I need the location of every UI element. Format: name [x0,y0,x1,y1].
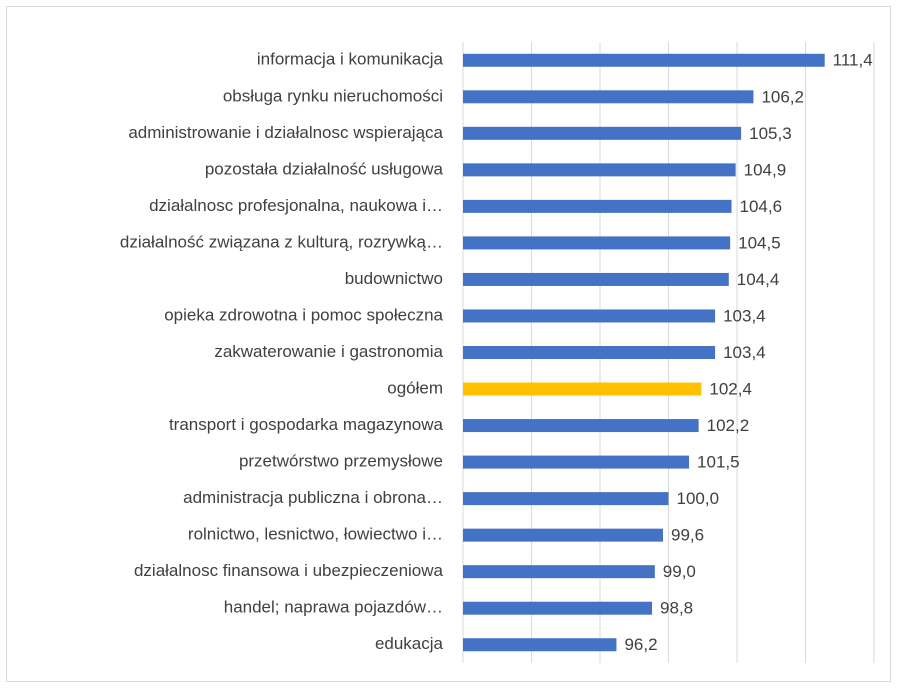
data-label: 101,5 [697,453,740,472]
data-label: 104,4 [737,270,780,289]
y-tick-label: ogółem [387,379,443,398]
y-tick-label: transport i gospodarka magazynowa [169,415,444,434]
y-tick-label: opieka zdrowotna i pomoc społeczna [164,305,443,324]
y-tick-label: administrowanie i działalnosc wspierając… [128,123,443,142]
data-label: 104,5 [738,233,781,252]
bar [463,236,731,250]
bar [463,601,653,615]
data-label: 111,4 [833,51,873,70]
y-tick-label: przetwórstwo przemysłowe [239,452,443,471]
bar [463,638,617,652]
bar [463,309,716,323]
bar [463,199,732,213]
bar [463,419,699,433]
y-tick-label: obsługa rynku nieruchomości [223,86,443,105]
y-tick-label: handel; naprawa pojazdów… [224,598,443,617]
bar [463,455,690,469]
data-label: 106,2 [761,87,804,106]
bar [463,346,716,359]
data-label: 96,2 [624,635,657,654]
bar [463,126,742,140]
data-label: 99,0 [663,562,696,581]
bar [463,382,702,396]
bar [463,528,664,542]
data-label: 102,2 [707,416,750,435]
chart-frame [6,6,891,682]
bar [463,53,825,67]
bar [463,90,754,104]
y-tick-label: działalnosc profesjonalna, naukowa i… [149,196,443,215]
bar [463,272,729,286]
y-tick-label: rolnictwo, lesnictwo, łowiectwo i… [188,525,443,544]
y-tick-label: zakwaterowanie i gastronomia [214,342,443,361]
data-label: 102,4 [709,380,752,399]
y-tick-label: budownictwo [345,269,443,288]
data-label: 104,6 [740,197,783,216]
y-tick-label: działalność związana z kulturą, rozrywką… [120,232,443,251]
data-label: 99,6 [671,526,704,545]
y-tick-label: edukacja [375,634,444,653]
data-label: 105,3 [749,124,792,143]
bar [463,163,736,177]
y-tick-label: informacja i komunikacja [257,50,444,69]
data-label: 103,4 [723,343,766,362]
data-label: 100,0 [677,489,720,508]
y-tick-label: pozostała działalność usługowa [205,159,444,178]
bar [463,492,669,506]
data-label: 103,4 [723,306,766,325]
bar [463,565,655,579]
data-label: 104,9 [744,160,787,179]
y-tick-label: administracja publiczna i obrona… [183,488,443,507]
y-tick-label: działalnosc finansowa i ubezpieczeniowa [134,561,444,580]
data-label: 98,8 [660,599,693,618]
